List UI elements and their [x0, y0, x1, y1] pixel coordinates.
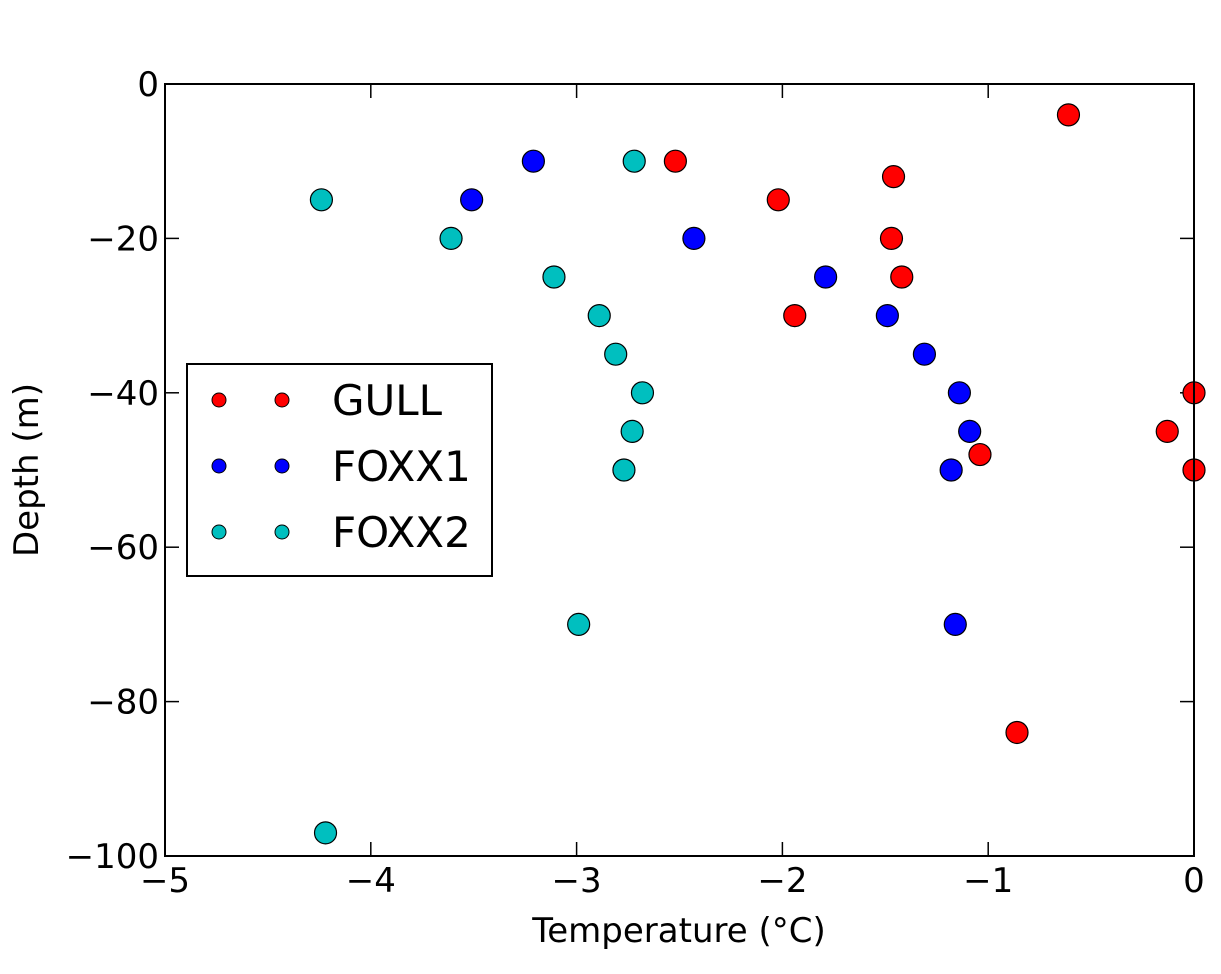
- data-point-foxx1: [958, 419, 982, 443]
- legend-item-foxx2: FOXX2: [211, 508, 471, 557]
- x-tick-label: −4: [346, 861, 396, 901]
- data-point-gull: [766, 188, 790, 212]
- legend-marker: [274, 458, 290, 474]
- data-point-foxx2: [630, 381, 655, 405]
- data-point-foxx1: [947, 381, 971, 405]
- legend-frame: [186, 363, 493, 577]
- data-point-foxx2: [542, 265, 566, 289]
- data-point-foxx1: [943, 612, 967, 637]
- data-point-gull: [1005, 720, 1029, 745]
- legend-marker: [211, 392, 227, 408]
- y-tick-label: 0: [137, 65, 159, 105]
- data-point-foxx2: [622, 149, 646, 173]
- x-tick-label: −3: [552, 861, 602, 901]
- legend-marker: [274, 392, 290, 408]
- data-point-foxx1: [939, 458, 963, 482]
- data-point-gull: [881, 165, 906, 189]
- y-tick-label: −20: [87, 219, 159, 259]
- data-point-gull: [1155, 419, 1179, 443]
- y-tick-label: −60: [87, 528, 159, 568]
- data-point-foxx2: [604, 342, 628, 366]
- legend: GULL FOXX1 FOXX2: [186, 363, 493, 577]
- tick-labels: −5 −4 −3 −2 −1 00−20−40−60−80−100: [66, 65, 1205, 901]
- data-point-foxx2: [587, 304, 611, 328]
- legend-items: GULL FOXX1 FOXX2: [211, 376, 471, 557]
- data-point-foxx1: [814, 265, 838, 289]
- data-point-foxx2: [439, 226, 463, 250]
- data-point-gull: [783, 304, 807, 328]
- legend-item-foxx1: FOXX1: [211, 442, 471, 491]
- y-tick-label: −40: [87, 374, 159, 414]
- data-point-foxx2: [620, 419, 644, 443]
- data-point-foxx1: [521, 149, 545, 173]
- legend-label: GULL: [332, 376, 443, 425]
- data-point-gull: [879, 226, 904, 250]
- data-point-foxx1: [460, 188, 484, 212]
- legend-marker: [211, 524, 227, 540]
- data-points: [309, 103, 1206, 845]
- legend-marker: [211, 458, 227, 474]
- x-tick-label: −1: [963, 861, 1013, 901]
- data-point-gull: [1056, 103, 1081, 127]
- legend-label: FOXX2: [332, 508, 471, 557]
- series-gull: [663, 103, 1206, 745]
- y-axis-label: Depth (m): [7, 383, 47, 557]
- data-point-gull: [890, 265, 914, 289]
- legend-label: FOXX1: [332, 442, 471, 491]
- plot-frame: [164, 83, 1195, 857]
- data-point-foxx1: [682, 226, 706, 250]
- x-tick-label: 0: [1183, 861, 1205, 901]
- y-tick-label: −100: [66, 837, 159, 877]
- series-foxx2: [309, 149, 655, 845]
- data-point-gull: [663, 149, 687, 173]
- legend-item-gull: GULL: [211, 376, 443, 425]
- x-axis-label: Temperature (°C): [531, 911, 825, 951]
- x-tick-label: −2: [757, 861, 807, 901]
- x-tick-label: −5: [140, 861, 190, 901]
- data-point-foxx2: [309, 188, 334, 212]
- data-point-foxx2: [612, 458, 636, 482]
- legend-marker: [274, 524, 290, 540]
- data-point-foxx1: [875, 304, 899, 328]
- y-tick-label: −80: [87, 683, 159, 723]
- data-point-gull: [968, 442, 992, 467]
- series-foxx1: [460, 149, 982, 637]
- data-point-foxx1: [912, 342, 937, 366]
- data-point-foxx2: [313, 821, 338, 845]
- data-point-foxx2: [567, 612, 591, 637]
